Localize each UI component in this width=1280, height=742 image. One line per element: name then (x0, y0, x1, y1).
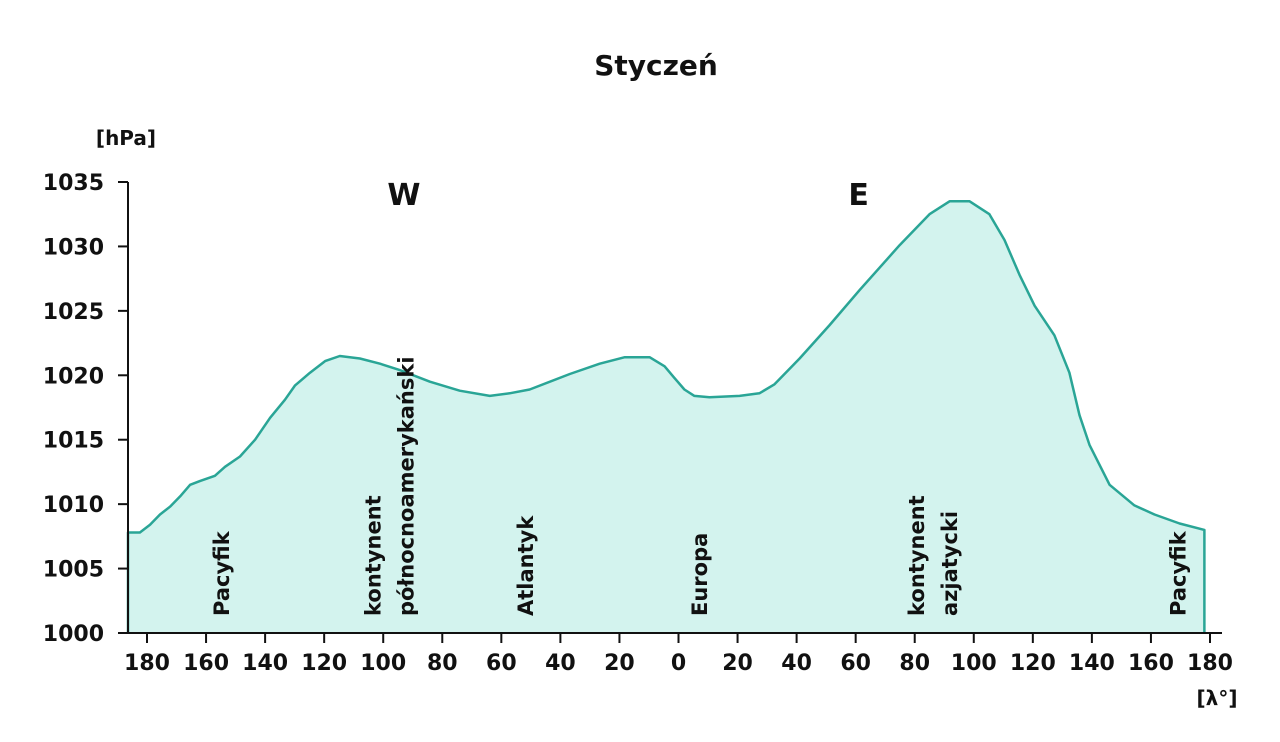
region-label: Pacyfik (1167, 530, 1191, 616)
hemisphere-label: E (848, 178, 869, 213)
x-tick-label: 120 (1010, 651, 1056, 676)
x-tick-label: 80 (427, 651, 458, 676)
x-tick-label: 100 (360, 651, 406, 676)
x-tick-label: 60 (486, 651, 517, 676)
region-label: kontynent (362, 495, 386, 616)
region-label: Europa (688, 533, 712, 616)
y-tick-label: 1030 (43, 235, 104, 260)
y-tick-label: 1025 (43, 300, 104, 325)
x-tick-label: 0 (671, 651, 686, 676)
x-tick-label: 20 (604, 651, 635, 676)
y-tick-label: 1020 (43, 364, 104, 389)
x-tick-label: 20 (722, 651, 753, 676)
x-tick-label: 160 (183, 651, 229, 676)
x-tick-label: 80 (899, 651, 930, 676)
region-label: azjatycki (938, 511, 962, 616)
y-tick-label: 1015 (43, 429, 104, 454)
x-tick-label: 140 (242, 651, 288, 676)
x-tick-label: 160 (1128, 651, 1174, 676)
x-tick-label: 180 (124, 651, 170, 676)
chart-title: Styczeń (594, 49, 718, 82)
region-label: kontynent (905, 495, 929, 616)
x-tick-label: 40 (545, 651, 576, 676)
region-label: Pacyfik (210, 530, 234, 616)
region-label: Atlantyk (514, 515, 538, 616)
pressure-area (128, 201, 1205, 634)
x-axis-label: [λ°] (1197, 686, 1238, 710)
y-axis-label: [hPa] (96, 126, 156, 150)
region-label: północnoamerykański (395, 356, 419, 616)
pressure-line (126, 200, 1206, 634)
hemisphere-label: W (387, 178, 420, 213)
x-tick-label: 100 (951, 651, 997, 676)
x-tick-label: 180 (1187, 651, 1233, 676)
y-tick-label: 1005 (43, 558, 104, 583)
y-tick-label: 1000 (43, 622, 104, 647)
y-tick-label: 1010 (43, 493, 104, 518)
x-tick-label: 120 (301, 651, 347, 676)
x-tick-label: 140 (1069, 651, 1115, 676)
x-tick-label: 40 (781, 651, 812, 676)
x-tick-label: 60 (840, 651, 871, 676)
y-tick-label: 1035 (43, 171, 104, 196)
